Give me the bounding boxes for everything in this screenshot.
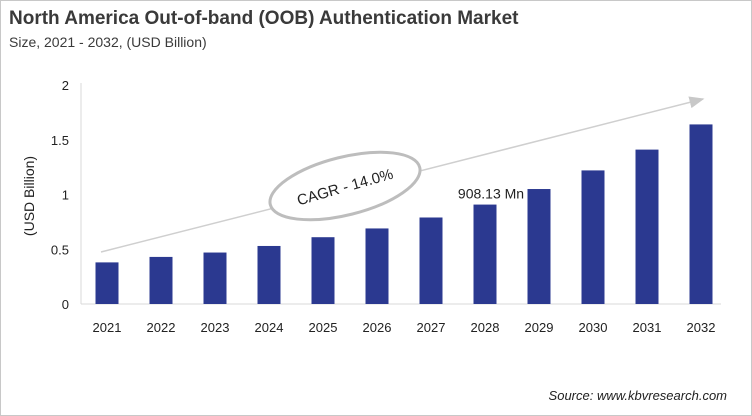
y-tick-label: 0 xyxy=(62,297,69,312)
x-tick-label: 2027 xyxy=(417,320,446,335)
bar-2025 xyxy=(311,237,335,304)
source-note: Source: www.kbvresearch.com xyxy=(548,388,727,403)
bar-2026 xyxy=(365,228,389,304)
x-tick-label: 2030 xyxy=(579,320,608,335)
bar-2022 xyxy=(149,256,173,304)
x-tick-label: 2023 xyxy=(201,320,230,335)
x-tick-label: 2026 xyxy=(363,320,392,335)
y-tick-label: 1.5 xyxy=(51,133,69,148)
y-tick-label: 1 xyxy=(62,188,69,203)
x-tick-label: 2032 xyxy=(687,320,716,335)
x-tick-label: 2024 xyxy=(255,320,284,335)
x-tick-label: 2028 xyxy=(471,320,500,335)
bar-2031 xyxy=(635,149,659,304)
chart-title: North America Out-of-band (OOB) Authenti… xyxy=(9,8,519,29)
bar-2027 xyxy=(419,217,443,304)
x-tick-label: 2025 xyxy=(309,320,338,335)
chart-subtitle: Size, 2021 - 2032, (USD Billion) xyxy=(9,34,207,50)
x-tick-label: 2031 xyxy=(633,320,662,335)
y-tick-label: 0.5 xyxy=(51,242,69,257)
x-tick-label: 2021 xyxy=(93,320,122,335)
bar-2029 xyxy=(527,189,551,304)
data-label-2028: 908.13 Mn xyxy=(458,186,524,202)
bar-2023 xyxy=(203,252,227,304)
bar-2021 xyxy=(95,262,119,304)
x-tick-label: 2022 xyxy=(147,320,176,335)
x-tick-label: 2029 xyxy=(525,320,554,335)
bar-2028 xyxy=(473,204,497,304)
bar-2024 xyxy=(257,245,281,304)
cagr-ellipse xyxy=(268,150,422,222)
bar-2032 xyxy=(689,124,713,304)
y-tick-label: 2 xyxy=(62,78,69,93)
y-axis-label: (USD Billion) xyxy=(21,156,37,236)
bar-2030 xyxy=(581,170,605,304)
